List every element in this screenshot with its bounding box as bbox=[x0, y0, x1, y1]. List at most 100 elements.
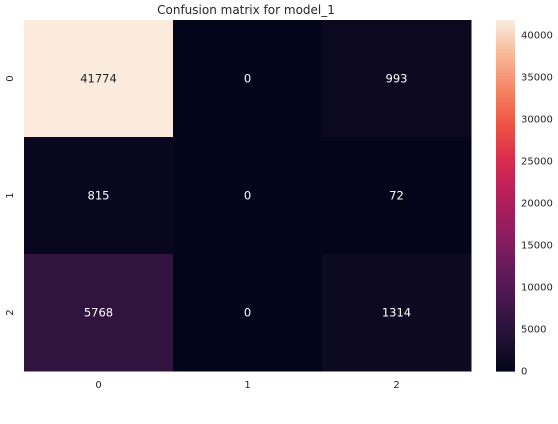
colorbar-segment bbox=[496, 75, 515, 80]
colorbar-tick-label: 25000 bbox=[521, 156, 553, 167]
colorbar-segment bbox=[496, 274, 515, 278]
colorbar-segment bbox=[496, 90, 515, 94]
colorbar-segment bbox=[496, 63, 515, 68]
colorbar-segment bbox=[496, 242, 515, 246]
colorbar-segment bbox=[496, 154, 515, 159]
colorbar-segment bbox=[496, 183, 515, 188]
colorbar-segment bbox=[496, 312, 515, 317]
colorbar-segment bbox=[496, 330, 515, 334]
colorbar-segment bbox=[496, 201, 515, 205]
colorbar-segment bbox=[496, 306, 515, 311]
colorbar-segment bbox=[496, 294, 515, 299]
heatmap-cell bbox=[322, 254, 472, 372]
colorbar-tick-label: 5000 bbox=[521, 324, 546, 335]
colorbar-segment bbox=[496, 52, 515, 56]
colorbar-segment bbox=[496, 318, 515, 322]
colorbar-segment bbox=[496, 60, 515, 65]
colorbar-segment bbox=[496, 81, 515, 85]
colorbar-segment bbox=[496, 84, 515, 88]
colorbar-segment bbox=[496, 66, 515, 71]
colorbar-segment bbox=[496, 107, 515, 112]
colorbar: 0 5000 10000 15000 20000 25000 30000 35000 40000 bbox=[496, 20, 553, 378]
colorbar-segment bbox=[496, 347, 515, 352]
colorbar-segment bbox=[496, 254, 515, 258]
colorbar-segment bbox=[496, 251, 515, 255]
colorbar-segment bbox=[496, 93, 515, 97]
cell-value-label: 0 bbox=[244, 72, 251, 86]
colorbar-segment bbox=[496, 327, 515, 331]
colorbar-segment bbox=[496, 268, 515, 273]
colorbar-segment bbox=[496, 72, 515, 77]
colorbar-segment bbox=[496, 163, 515, 167]
colorbar-segment bbox=[496, 46, 515, 50]
colorbar-segment bbox=[496, 104, 515, 109]
x-axis-ticks: 0 1 2 bbox=[95, 380, 399, 391]
colorbar-segment bbox=[496, 37, 515, 42]
heatmap-cell bbox=[322, 137, 472, 255]
colorbar-segment bbox=[496, 236, 515, 240]
colorbar-segment bbox=[496, 321, 515, 325]
cell-value-label: 0 bbox=[244, 306, 251, 320]
colorbar-segment bbox=[496, 271, 515, 276]
colorbar-segment bbox=[496, 34, 515, 39]
colorbar-segment bbox=[496, 172, 515, 176]
colorbar-segment bbox=[496, 198, 515, 202]
colorbar-segment bbox=[496, 110, 515, 115]
colorbar-segment bbox=[496, 224, 515, 229]
colorbar-segment bbox=[496, 122, 515, 126]
colorbar-segment bbox=[496, 40, 515, 44]
cell-value-label: 41774 bbox=[80, 72, 117, 86]
colorbar-segment bbox=[496, 58, 515, 62]
colorbar-segment bbox=[496, 259, 515, 264]
cell-value-label: 5768 bbox=[84, 306, 113, 320]
colorbar-segment bbox=[496, 309, 515, 314]
heatmap-cell bbox=[24, 20, 174, 138]
colorbar-segment bbox=[496, 180, 515, 185]
colorbar-tick-label: 35000 bbox=[521, 72, 553, 83]
colorbar-segment bbox=[496, 283, 515, 287]
colorbar-segment bbox=[496, 204, 515, 208]
colorbar-segment bbox=[496, 195, 515, 200]
colorbar-segment bbox=[496, 96, 515, 100]
colorbar-segment bbox=[496, 137, 515, 141]
heatmap-cell bbox=[322, 20, 472, 138]
y-axis-ticks: 0 1 2 bbox=[5, 75, 16, 315]
colorbar-segment bbox=[496, 113, 515, 118]
colorbar-segment bbox=[496, 151, 515, 156]
colorbar-segment bbox=[496, 87, 515, 91]
colorbar-segment bbox=[496, 365, 515, 369]
colorbar-segment bbox=[496, 177, 515, 182]
colorbar-tick-label: 40000 bbox=[521, 30, 553, 41]
cell-value-label: 993 bbox=[386, 72, 408, 86]
colorbar-segment bbox=[496, 128, 515, 132]
cell-value-label: 1314 bbox=[382, 306, 411, 320]
colorbar-segment bbox=[496, 297, 515, 302]
colorbar-segment bbox=[496, 22, 515, 27]
colorbar-segment bbox=[496, 324, 515, 328]
colorbar-segment bbox=[496, 303, 515, 308]
colorbar-segment bbox=[496, 186, 515, 191]
cell-value-label: 72 bbox=[389, 189, 404, 203]
colorbar-segment bbox=[496, 353, 515, 357]
heatmap-cells bbox=[24, 20, 472, 372]
colorbar-tick-label: 0 bbox=[521, 367, 527, 378]
colorbar-segment bbox=[496, 157, 515, 161]
y-tick-label: 1 bbox=[5, 192, 16, 198]
colorbar-segment bbox=[496, 215, 515, 220]
colorbar-segment bbox=[496, 332, 515, 337]
colorbar-segment bbox=[496, 125, 515, 129]
colorbar-segment bbox=[496, 280, 515, 284]
colorbar-segment bbox=[496, 131, 515, 135]
colorbar-segment bbox=[496, 350, 515, 355]
colorbar-segment bbox=[496, 78, 515, 83]
colorbar-segment bbox=[496, 192, 515, 197]
colorbar-segment bbox=[496, 31, 515, 36]
colorbar-segment bbox=[496, 43, 515, 47]
colorbar-segment bbox=[496, 55, 515, 59]
colorbar-segment bbox=[496, 300, 515, 305]
colorbar-tick-label: 20000 bbox=[521, 198, 553, 209]
x-tick-label: 0 bbox=[95, 380, 101, 391]
colorbar-tick-label: 15000 bbox=[521, 240, 553, 251]
colorbar-segment bbox=[496, 148, 515, 153]
